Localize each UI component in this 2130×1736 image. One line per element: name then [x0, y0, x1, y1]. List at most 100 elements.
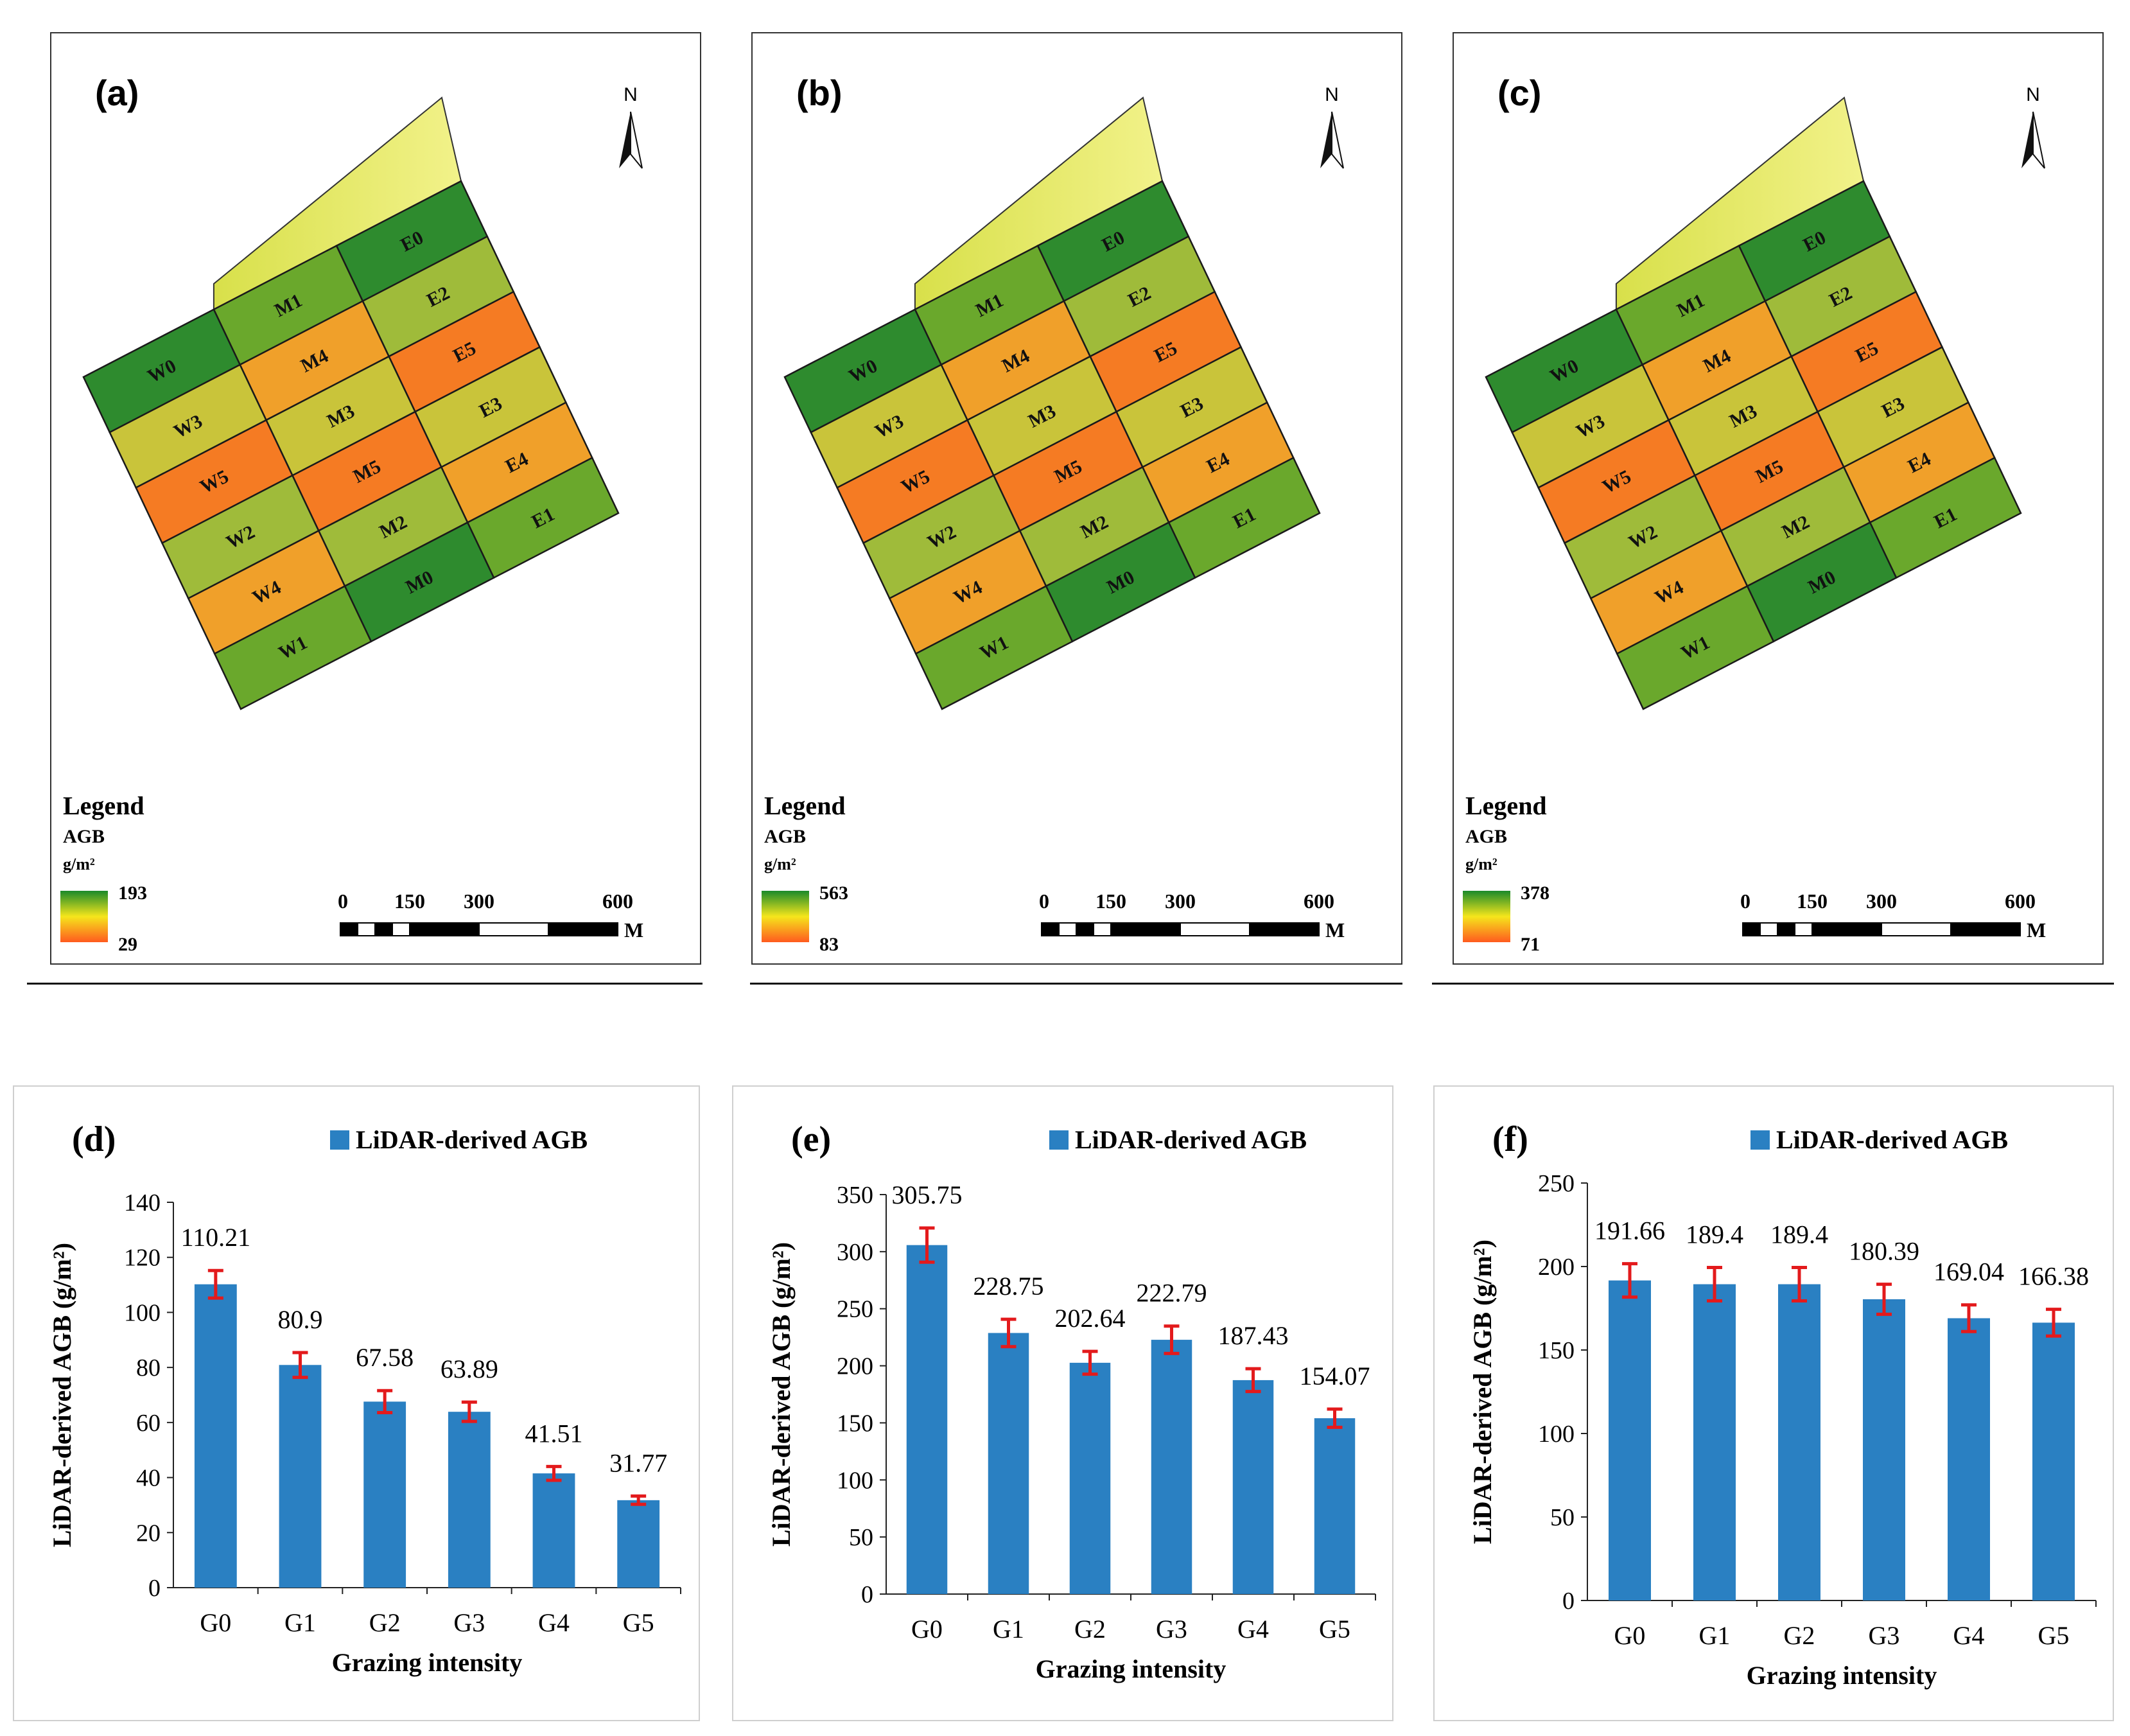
bar-g0 [906, 1245, 948, 1594]
bar-g3 [448, 1412, 491, 1588]
north-arrow-icon [1331, 111, 1344, 169]
chart-svg: (d) LiDAR-derived AGB 0 20 40 60 80 100 120 140 Li… [48, 1119, 681, 1677]
bar-g5 [2032, 1322, 2075, 1600]
scale-label: 150 [1096, 890, 1126, 913]
data-label: 187.43 [1218, 1321, 1289, 1350]
scale-bar-segment [1811, 922, 1882, 936]
data-label: 80.9 [278, 1305, 323, 1334]
legend-swatch [1049, 1130, 1069, 1150]
scale-label: 150 [1797, 890, 1828, 913]
panel-label: (a) [95, 73, 139, 113]
legend-label: LiDAR-derived AGB [1776, 1125, 2008, 1154]
x-tick-label: G1 [1699, 1621, 1731, 1650]
scale-bar-segment [374, 922, 393, 936]
x-tick-label: G2 [369, 1608, 401, 1637]
x-tick-label: G0 [1614, 1621, 1646, 1650]
scale-label: 300 [1165, 890, 1196, 913]
panel-label: (c) [1497, 73, 1541, 113]
y-tick-label: 40 [136, 1465, 161, 1492]
y-tick-label: 250 [1538, 1170, 1575, 1197]
chart-panel-e: (e) LiDAR-derived AGB 0 50 100 150 200 250 300 35… [732, 1085, 1393, 1721]
scale-label: 150 [394, 890, 425, 913]
y-tick-label: 0 [861, 1581, 873, 1608]
bar-g5 [617, 1500, 660, 1588]
x-tick-label: G1 [993, 1615, 1024, 1644]
x-tick-label: G3 [1869, 1621, 1900, 1650]
bar-g2 [1778, 1284, 1820, 1600]
scale-label: 300 [1866, 890, 1897, 913]
scale-bar-segment [1110, 922, 1181, 936]
bar-g4 [1232, 1380, 1274, 1594]
legend-label: LiDAR-derived AGB [356, 1125, 588, 1154]
y-tick-label: 200 [1538, 1254, 1575, 1281]
scale-bar-segment [357, 922, 376, 936]
y-tick-label: 20 [136, 1520, 161, 1547]
y-tick-label: 300 [837, 1239, 873, 1266]
scale-bar-segment [478, 922, 549, 936]
x-tick-label: G4 [1953, 1621, 1985, 1650]
legend-max: 563 [819, 882, 848, 904]
x-tick-label: G0 [911, 1615, 943, 1644]
x-axis-title: Grazing intensity [1036, 1654, 1226, 1683]
legend-unit: g/m² [63, 855, 95, 873]
y-axis-title: LiDAR-derived AGB (g/m²) [48, 1243, 76, 1547]
north-label: N [624, 84, 638, 105]
legend-variable: AGB [1465, 826, 1507, 847]
y-tick-label: 150 [1538, 1337, 1575, 1364]
bar-g2 [1069, 1362, 1111, 1594]
legend-unit: g/m² [1465, 855, 1497, 873]
bar-g0 [1609, 1280, 1651, 1600]
legend-variable: AGB [764, 826, 806, 847]
data-label: 169.04 [1934, 1258, 2004, 1286]
map-panel-c: (c) E0 M1 W0 E2 M4 W3 E5 M3 W5 E3 M5 W2 E4 M2 W4 E1 M0 W1 N… [1453, 32, 2104, 965]
map-panel-b: (b) E0 M1 W0 E2 M4 W3 E5 M3 W5 E3 M5 W2 E4 M2 W4 E1 M0 W1 N… [751, 32, 1402, 965]
legend-colorbar [60, 891, 108, 942]
x-tick-label: G2 [1784, 1621, 1815, 1650]
legend-colorbar [1463, 891, 1510, 942]
x-tick-label: G1 [284, 1608, 316, 1637]
scale-bar-segment [392, 922, 410, 936]
map-svg: (b)E0M1W0E2M4W3E5M3W5E3M5W2E4M2W4E1M0W1N… [762, 73, 1345, 955]
y-tick-label: 50 [849, 1524, 873, 1551]
map-svg: (a)E0M1W0E2M4W3E5M3W5E3M5W2E4M2W4E1M0W1N… [60, 73, 643, 955]
scale-bar-segment [1041, 922, 1060, 936]
scale-bar-segment [1759, 922, 1778, 936]
y-tick-label: 80 [136, 1355, 161, 1381]
scale-bar-segment [1794, 922, 1813, 936]
bar-g1 [988, 1333, 1029, 1594]
data-label: 189.4 [1686, 1220, 1743, 1249]
bar-g3 [1863, 1299, 1905, 1600]
legend-colorbar [762, 891, 809, 942]
divider-line [750, 983, 1402, 985]
legend-swatch [330, 1130, 349, 1150]
y-tick-label: 60 [136, 1410, 161, 1437]
x-tick-label: G5 [2038, 1621, 2070, 1650]
scale-bar-segment [548, 922, 618, 936]
data-label: 222.79 [1137, 1279, 1207, 1308]
bar-g4 [532, 1473, 575, 1588]
data-label: 189.4 [1770, 1220, 1828, 1249]
y-tick-label: 120 [124, 1245, 161, 1272]
y-tick-label: 0 [148, 1575, 161, 1602]
scale-bar-segment [1742, 922, 1761, 936]
north-arrow-icon [630, 111, 643, 169]
legend-unit: g/m² [764, 855, 796, 873]
north-arrow-icon [2021, 112, 2033, 168]
y-tick-label: 0 [1562, 1588, 1575, 1615]
scale-label: 300 [464, 890, 494, 913]
legend-label: LiDAR-derived AGB [1075, 1125, 1307, 1154]
north-label: N [1325, 84, 1339, 105]
scale-bar-segment [1249, 922, 1320, 936]
legend-min: 83 [819, 934, 839, 955]
x-tick-label: G3 [1156, 1615, 1187, 1644]
y-axis-title: LiDAR-derived AGB (g/m²) [767, 1242, 796, 1547]
y-tick-label: 150 [837, 1410, 873, 1437]
x-tick-label: G5 [623, 1608, 654, 1637]
data-label: 67.58 [356, 1343, 414, 1372]
scale-label: 600 [602, 890, 633, 913]
data-label: 154.07 [1300, 1362, 1370, 1390]
scale-label: 0 [1740, 890, 1750, 913]
